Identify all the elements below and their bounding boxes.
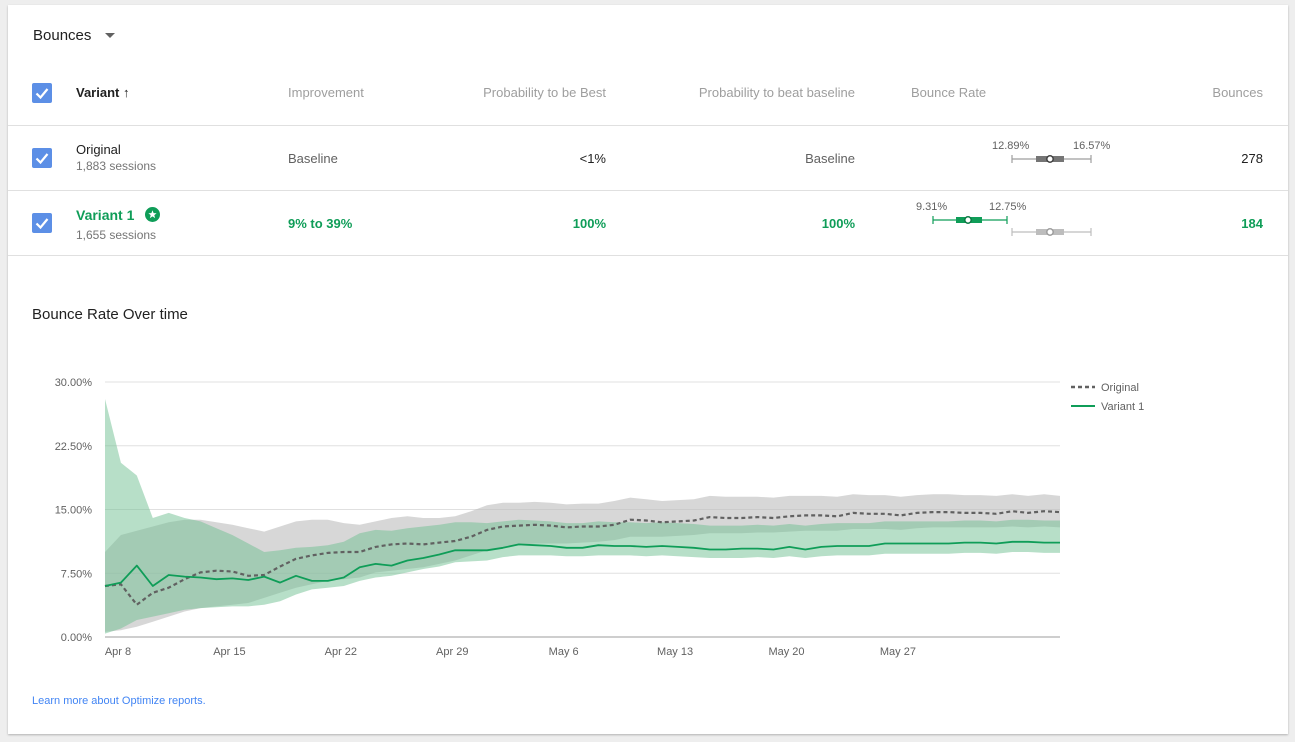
legend-label: Variant 1	[1101, 401, 1144, 413]
x-tick-label: May 6	[549, 646, 579, 658]
row-divider	[8, 125, 1288, 126]
bounce-rate-ci-plots	[932, 155, 1092, 236]
checkmark-icon	[35, 153, 49, 165]
confidence-band-variant-1	[105, 399, 1060, 634]
variant-sessions-original: 1,883 sessions	[76, 159, 157, 173]
ci-high-label-original: 16.57%	[1073, 140, 1111, 152]
learn-more-link[interactable]: Learn more about Optimize reports.	[32, 695, 206, 707]
star-badge-icon	[145, 207, 160, 222]
checkmark-icon	[35, 218, 49, 230]
prob-best-original: <1%	[579, 151, 606, 166]
y-tick-label: 30.00%	[55, 377, 93, 389]
chart-title: Bounce Rate Over time	[32, 306, 188, 323]
x-tick-label: Apr 8	[105, 646, 131, 658]
prob-best-variant-1: 100%	[572, 216, 606, 231]
x-tick-label: Apr 15	[213, 646, 245, 658]
bounces-variant-1: 184	[1241, 216, 1263, 231]
experiment-report-card: Bounces Variant ↑ Improvement Probabilit…	[8, 5, 1288, 734]
series-line-original	[104, 510, 1061, 606]
ci-high-label-variant-1: 12.75%	[989, 201, 1027, 213]
column-header-prob-beat[interactable]: Probability to beat baseline	[698, 85, 855, 100]
x-tick-label: May 20	[768, 646, 804, 658]
bounces-original: 278	[1241, 151, 1263, 166]
metric-dropdown-label: Bounces	[33, 26, 92, 44]
legend-label: Original	[1101, 382, 1139, 394]
column-header-bounce-rate[interactable]: Bounce Rate	[911, 85, 987, 100]
variant-checkbox-variant-1[interactable]	[32, 213, 52, 233]
column-header-improvement[interactable]: Improvement	[288, 85, 364, 100]
metric-dropdown[interactable]: Bounces	[33, 25, 116, 45]
y-tick-label: 15.00%	[55, 505, 93, 517]
y-tick-label: 22.50%	[55, 441, 93, 453]
row-divider	[8, 190, 1288, 191]
improvement-variant-1: 9% to 39%	[288, 216, 353, 231]
variant-name-variant-1[interactable]: Variant 1	[76, 207, 135, 223]
row-divider	[8, 255, 1288, 256]
x-tick-label: May 13	[657, 646, 693, 658]
chevron-down-icon	[105, 32, 116, 38]
x-tick-label: May 27	[880, 646, 916, 658]
column-header-variant[interactable]: Variant ↑	[76, 85, 129, 101]
ci-low-label-original: 12.89%	[992, 140, 1030, 152]
prob-beat-variant-1: 100%	[821, 216, 855, 231]
ci-plot-original	[1011, 155, 1092, 163]
ci-plot-variant-1	[932, 216, 1008, 224]
ci-plot-original-reference	[1011, 228, 1092, 236]
variant-sessions-variant-1: 1,655 sessions	[76, 228, 157, 242]
series-line-variant-1	[104, 540, 1060, 587]
column-header-prob-best[interactable]: Probability to be Best	[483, 85, 606, 100]
x-tick-label: Apr 29	[436, 646, 468, 658]
column-header-variant-label: Variant	[76, 85, 120, 100]
column-header-bounces[interactable]: Bounces	[1212, 85, 1263, 100]
variant-name-original[interactable]: Original	[76, 142, 121, 157]
variant-checkbox-original[interactable]	[32, 148, 52, 168]
select-all-checkbox[interactable]	[32, 83, 52, 103]
y-tick-label: 0.00%	[61, 632, 92, 644]
x-tick-label: Apr 22	[325, 646, 357, 658]
y-tick-label: 7.50%	[61, 568, 92, 580]
checkmark-icon	[35, 88, 49, 100]
improvement-original: Baseline	[288, 151, 338, 166]
sort-arrow-icon: ↑	[122, 85, 130, 100]
bounce-rate-chart: 0.00% 7.50% 15.00% 22.50% 30.00% Apr 8 Apr 15 A…	[55, 377, 1145, 658]
prob-beat-original: Baseline	[805, 151, 855, 166]
ci-low-label-variant-1: 9.31%	[916, 201, 948, 213]
